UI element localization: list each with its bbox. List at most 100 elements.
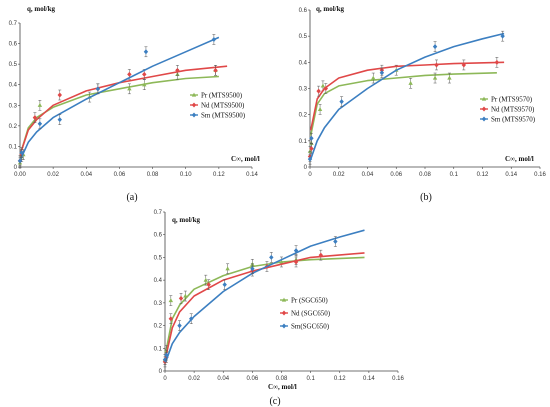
data-point — [213, 67, 218, 73]
legend-label: Pr (MTS9570) — [491, 96, 533, 104]
data-point — [447, 75, 452, 80]
y-tick-label: 0.6 — [299, 8, 308, 14]
legend-label: Pr (SGC650) — [291, 297, 328, 305]
y-tick-label: 0.2 — [9, 124, 18, 130]
y-tick-label: 0.1 — [9, 144, 18, 150]
data-point — [500, 33, 505, 39]
data-point — [379, 70, 385, 76]
x-tick-label: 0.08 — [419, 172, 431, 178]
y-tick-label: 0.2 — [154, 324, 163, 330]
legend-swatch-marker — [481, 106, 487, 112]
data-point — [434, 62, 439, 68]
data-point — [316, 88, 321, 94]
x-tick-label: 0.14 — [246, 172, 258, 178]
legend-swatch-marker — [191, 102, 197, 108]
x-tick-label: 0.12 — [477, 172, 489, 178]
legend-swatch-marker — [191, 112, 197, 118]
fit-curve — [309, 61, 505, 131]
data-point — [143, 49, 149, 55]
y-tick-label: 0.2 — [299, 113, 308, 119]
x-tick-label: 0.08 — [147, 172, 159, 178]
x-tick-label: 0.02 — [47, 172, 59, 178]
y-tick-label: 0.1 — [299, 139, 308, 145]
panel-b-chart: 0 0.1 0.2 0.3 0.4 0.5 0.6 0 0.02 0.04 0.06 0.08 0.1 0… — [299, 5, 547, 203]
x-tick-label: 0.14 — [505, 172, 517, 178]
fit-curve — [164, 229, 365, 363]
x-tick-label: 0.08 — [276, 376, 288, 382]
y-tick-label: 0 — [14, 165, 18, 171]
x-tick-label: 0.14 — [363, 376, 375, 382]
legend-swatch-marker — [281, 323, 287, 329]
y-tick-label: 0.3 — [299, 87, 308, 93]
panel-caption: (b) — [420, 192, 432, 203]
x-axis-label: C∞, mol/l — [268, 383, 297, 391]
x-tick-label: 0.00 — [14, 172, 26, 178]
data-point — [95, 86, 101, 92]
data-point — [37, 102, 43, 107]
data-point — [175, 67, 180, 73]
data-point — [293, 248, 299, 254]
data-point — [309, 146, 314, 152]
x-tick-label: 0 — [163, 376, 167, 382]
data-point — [320, 83, 326, 88]
data-point — [127, 71, 132, 77]
y-tick-label: 0.5 — [299, 34, 308, 40]
y-tick-label: 0.5 — [9, 62, 18, 68]
data-point — [250, 266, 255, 272]
data-point — [127, 86, 132, 91]
data-point — [162, 357, 168, 363]
legend-label: Nd (SGC650) — [291, 310, 331, 318]
y-tick-label: 0.4 — [154, 278, 163, 284]
y-tick-label: 0.5 — [154, 255, 163, 261]
y-tick-label: 0 — [159, 369, 163, 375]
legend-label: Pr (MTS9500) — [201, 92, 243, 100]
data-point — [432, 75, 438, 80]
x-tick-label: 0.16 — [534, 172, 546, 178]
panel-caption: (c) — [269, 396, 280, 407]
x-tick-label: 0.06 — [247, 376, 259, 382]
y-axis-label: q, mol/kg — [316, 5, 345, 13]
fit-curve — [20, 36, 220, 160]
y-tick-label: 0 — [304, 165, 308, 171]
panel-a-chart: 0 0.1 0.2 0.3 0.4 0.5 0.6 0.7 0.00 0.02 0.04 0.06 0.… — [9, 5, 260, 203]
x-axis-label: C∞, mol/l — [505, 155, 534, 163]
fit-curve — [164, 252, 365, 358]
data-point — [168, 316, 174, 322]
data-point — [168, 298, 174, 303]
legend-swatch-marker — [191, 92, 197, 97]
y-tick-label: 0.3 — [9, 103, 18, 109]
y-tick-label: 0.3 — [154, 301, 163, 307]
data-point — [293, 259, 299, 265]
legend-swatch-marker — [281, 310, 287, 316]
data-point — [309, 135, 314, 141]
data-point — [177, 323, 182, 329]
x-tick-label: 0.02 — [333, 172, 345, 178]
data-point — [339, 99, 344, 105]
x-tick-label: 0.1 — [450, 172, 459, 178]
data-point — [203, 277, 208, 282]
data-point — [225, 266, 230, 271]
fit-curve — [164, 256, 365, 353]
x-tick-label: 0.10 — [180, 172, 192, 178]
y-axis-label: q, mol/kg — [172, 216, 201, 224]
data-point — [222, 282, 227, 288]
x-axis-label: C∞, mol/l — [231, 155, 260, 163]
x-tick-label: 0.06 — [390, 172, 402, 178]
data-point — [333, 239, 338, 245]
data-point — [323, 86, 329, 91]
data-point — [142, 82, 147, 87]
data-point — [307, 148, 313, 153]
y-axis-label: q, mol/kg — [27, 5, 56, 13]
data-point — [269, 254, 274, 260]
data-point — [461, 62, 467, 68]
data-point — [211, 36, 217, 42]
data-point — [189, 316, 194, 322]
data-point — [318, 252, 324, 258]
legend-label: Nd (MTS9500) — [201, 102, 245, 110]
legend-label: Sm(SGC650) — [291, 323, 330, 331]
panel-c-chart: 0 0.1 0.2 0.3 0.4 0.5 0.6 0.7 0 0.02 0.04 0.06 0.08 0… — [154, 210, 405, 407]
y-tick-label: 0.6 — [9, 42, 18, 48]
legend-swatch-marker — [481, 116, 487, 122]
x-tick-label: 0.04 — [217, 376, 229, 382]
